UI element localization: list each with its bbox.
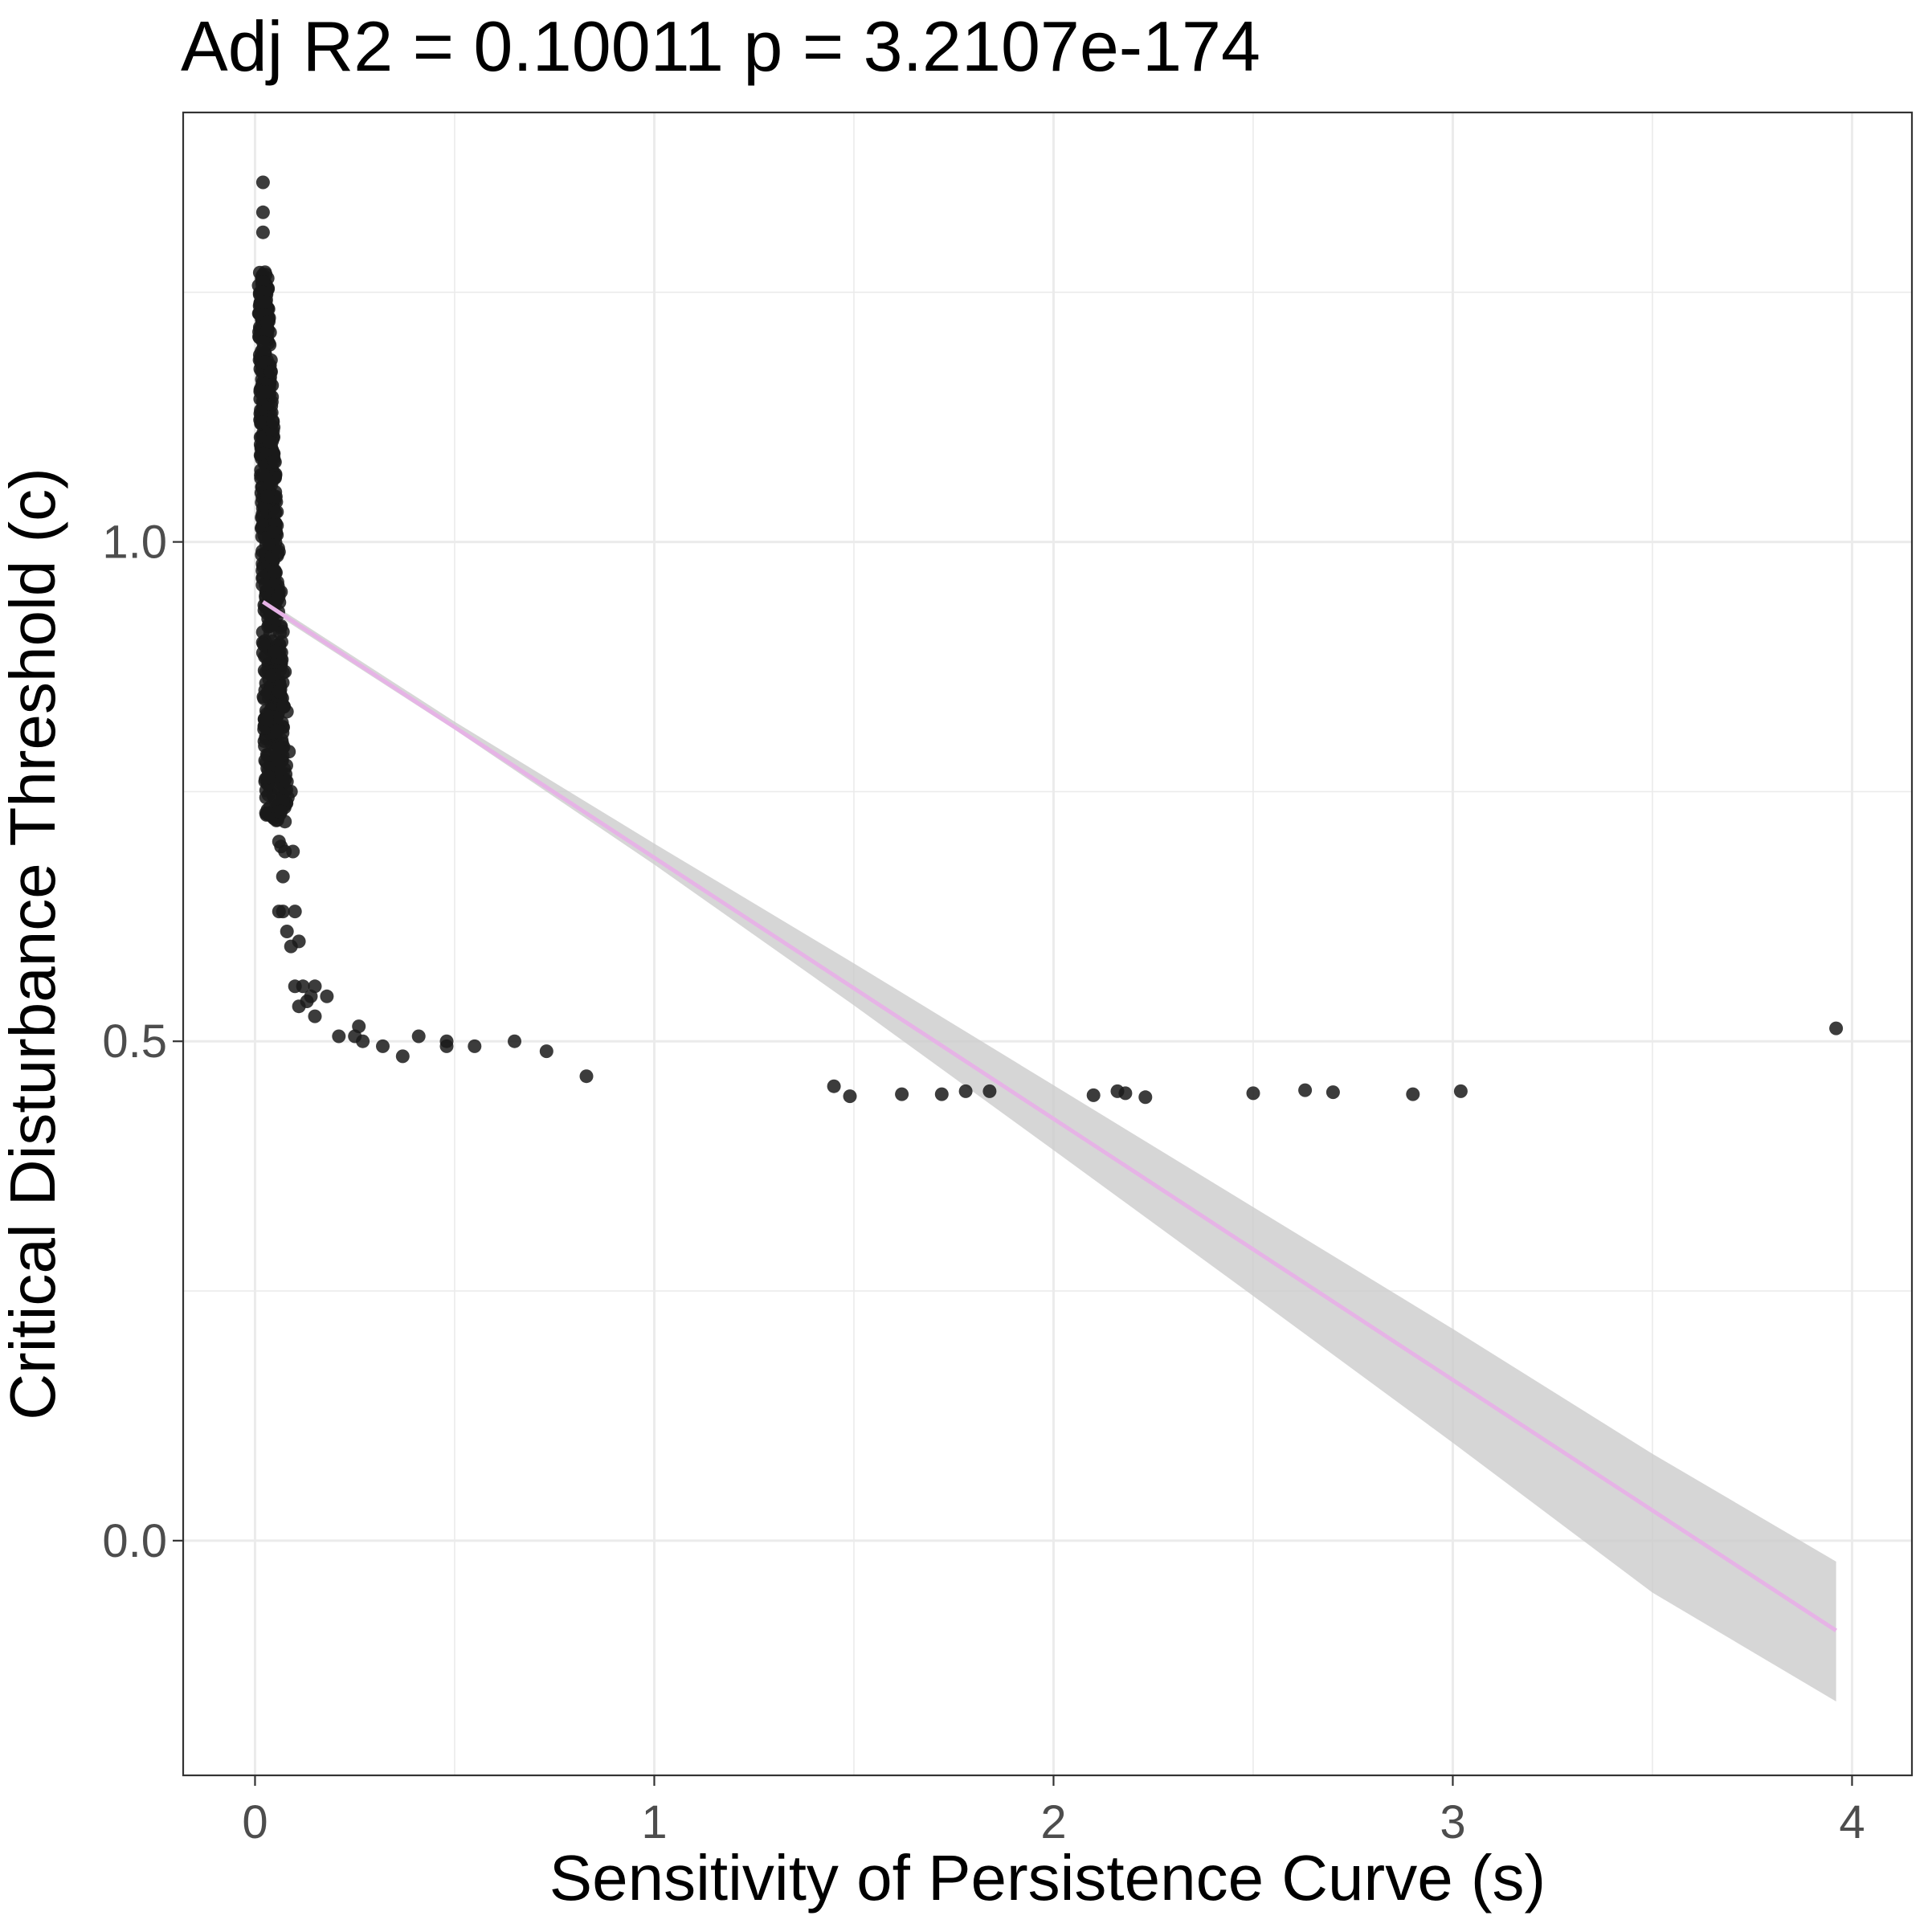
cluster-point — [260, 489, 275, 504]
data-point — [356, 1034, 370, 1048]
data-point — [296, 979, 310, 994]
confidence-band — [263, 598, 1836, 1702]
chart-title: Adj R2 = 0.10011 p = 3.2107e-174 — [181, 6, 1260, 86]
cluster-point — [256, 637, 271, 651]
y-tick-label: 1.0 — [102, 517, 167, 569]
data-point — [468, 1039, 482, 1053]
data-point — [395, 1049, 410, 1064]
x-axis-ticks: 0 1 2 3 4 — [242, 1775, 1865, 1848]
cluster-point — [259, 385, 274, 399]
data-point — [1406, 1087, 1420, 1101]
data-point — [274, 839, 288, 854]
cluster-point — [280, 705, 294, 719]
data-point — [1829, 1021, 1844, 1035]
data-point — [1118, 1086, 1133, 1101]
data-point — [304, 989, 318, 1003]
data-point — [1453, 1084, 1468, 1098]
data-point — [895, 1087, 909, 1101]
confidence-band-layer — [263, 598, 1836, 1702]
cluster-point — [255, 225, 270, 239]
data-point — [1138, 1090, 1153, 1105]
data-point — [1326, 1085, 1340, 1100]
data-point — [332, 1029, 346, 1044]
cluster-point — [256, 295, 271, 309]
data-point — [320, 989, 334, 1003]
data-point — [843, 1089, 857, 1104]
data-point — [352, 1019, 366, 1034]
cluster-point — [266, 415, 280, 429]
data-point — [539, 1044, 553, 1059]
cluster-point — [272, 684, 286, 699]
y-axis-ticks: 0.0 0.5 1.0 — [102, 517, 183, 1567]
cluster-point — [268, 565, 282, 579]
data-point — [1246, 1086, 1260, 1101]
cluster-point — [270, 725, 284, 739]
data-point — [278, 815, 292, 829]
data-point — [308, 1009, 322, 1023]
data-point — [579, 1069, 594, 1084]
data-point — [276, 905, 290, 919]
cluster-point — [272, 545, 286, 559]
cluster-point — [259, 578, 272, 592]
cluster-point — [271, 753, 285, 767]
cluster-point — [255, 335, 270, 349]
cluster-point — [266, 525, 280, 539]
cluster-point — [255, 175, 270, 190]
data-point — [439, 1039, 454, 1053]
data-point — [508, 1034, 521, 1048]
y-axis-title: Critical Disturbance Threshold (c) — [0, 468, 68, 1420]
data-point — [1086, 1088, 1101, 1102]
data-point — [276, 869, 290, 884]
x-axis-title: Sensitivity of Persistence Curve (s) — [549, 1842, 1546, 1914]
cluster-point — [259, 713, 274, 727]
data-point — [288, 905, 302, 919]
y-tick-label: 0.0 — [102, 1515, 167, 1567]
fit-line-layer — [262, 600, 1837, 1632]
cluster-point — [274, 765, 288, 778]
cluster-point — [264, 668, 279, 683]
data-point — [1298, 1083, 1313, 1097]
data-point — [982, 1084, 997, 1098]
data-point — [958, 1084, 973, 1098]
cluster-point — [262, 435, 276, 449]
cluster-point — [263, 365, 278, 379]
cluster-point — [276, 625, 290, 639]
x-tick-label: 2 — [1040, 1796, 1066, 1848]
data-points — [251, 175, 1844, 1105]
x-tick-label: 0 — [242, 1796, 268, 1848]
cluster-point — [262, 770, 276, 784]
data-point — [286, 844, 300, 859]
cluster-point — [270, 504, 284, 519]
cluster-point — [274, 585, 288, 599]
data-point — [280, 925, 294, 938]
cluster-point — [282, 745, 296, 759]
panel-border — [182, 111, 1914, 1777]
cluster-point — [284, 784, 298, 799]
cluster-point — [263, 475, 278, 489]
cluster-point — [258, 739, 272, 754]
cluster-point — [278, 664, 292, 679]
x-tick-label: 3 — [1440, 1796, 1465, 1848]
data-point — [934, 1087, 949, 1101]
x-tick-label: 1 — [641, 1796, 667, 1848]
cluster-point — [268, 644, 282, 659]
cluster-point — [268, 455, 282, 469]
regression-fit-line — [262, 600, 1837, 1632]
data-point — [376, 1039, 390, 1053]
cluster-point — [262, 537, 276, 551]
data-point — [411, 1029, 426, 1044]
cluster-point — [255, 275, 270, 289]
cluster-point — [255, 205, 270, 219]
data-point — [284, 939, 298, 954]
cluster-point — [259, 315, 274, 329]
x-tick-label: 4 — [1839, 1796, 1865, 1848]
cluster-point — [258, 355, 272, 370]
data-point — [827, 1079, 841, 1093]
y-tick-label: 0.5 — [102, 1015, 167, 1068]
